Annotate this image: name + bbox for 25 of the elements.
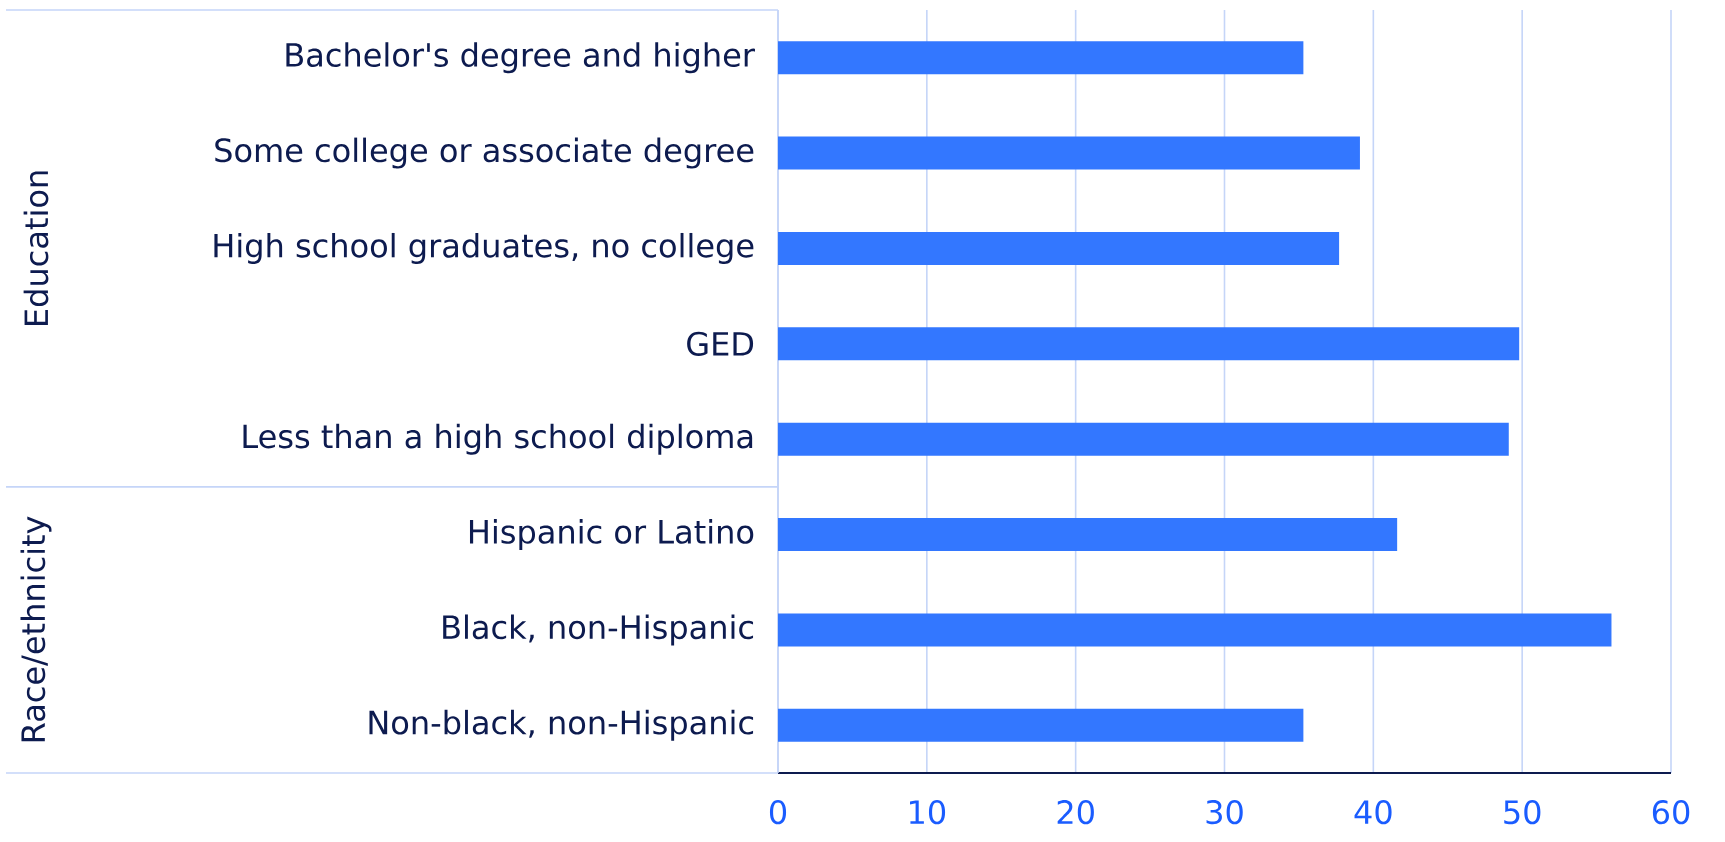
x-tick-label: 40 (1354, 800, 1392, 825)
y-tick-label: Some college or associate degree (215, 137, 754, 169)
x-tick-label: 10 (910, 800, 946, 825)
x-tick-label: 60 (1652, 800, 1690, 825)
x-tick-label: 30 (1206, 800, 1243, 825)
y-tick-label: GED (687, 331, 754, 356)
x-tick-label: 20 (1057, 800, 1094, 825)
x-tick-label: 50 (1504, 800, 1541, 825)
y-tick-label: High school graduates, no college (214, 232, 754, 264)
y-tick-label: Black, non-Hispanic (443, 614, 754, 646)
bar (778, 613, 1612, 647)
y-tick-label: Less than a high school diploma (243, 423, 753, 455)
x-tick-label: 0 (769, 800, 787, 825)
y-tick-label: Bachelor's degree and higher (286, 42, 755, 74)
text: Education (23, 171, 49, 325)
bar (778, 231, 1340, 265)
bar (778, 422, 1509, 456)
y-tick-label: Hispanic or Latino (469, 519, 754, 551)
bar (778, 327, 1520, 361)
bar (778, 136, 1360, 170)
y-tick-label: Non-black, non-Hispanic (369, 709, 754, 741)
bar (778, 518, 1398, 552)
bar (778, 708, 1304, 742)
text: Race/ethnicity (20, 516, 52, 742)
bar (778, 41, 1304, 75)
